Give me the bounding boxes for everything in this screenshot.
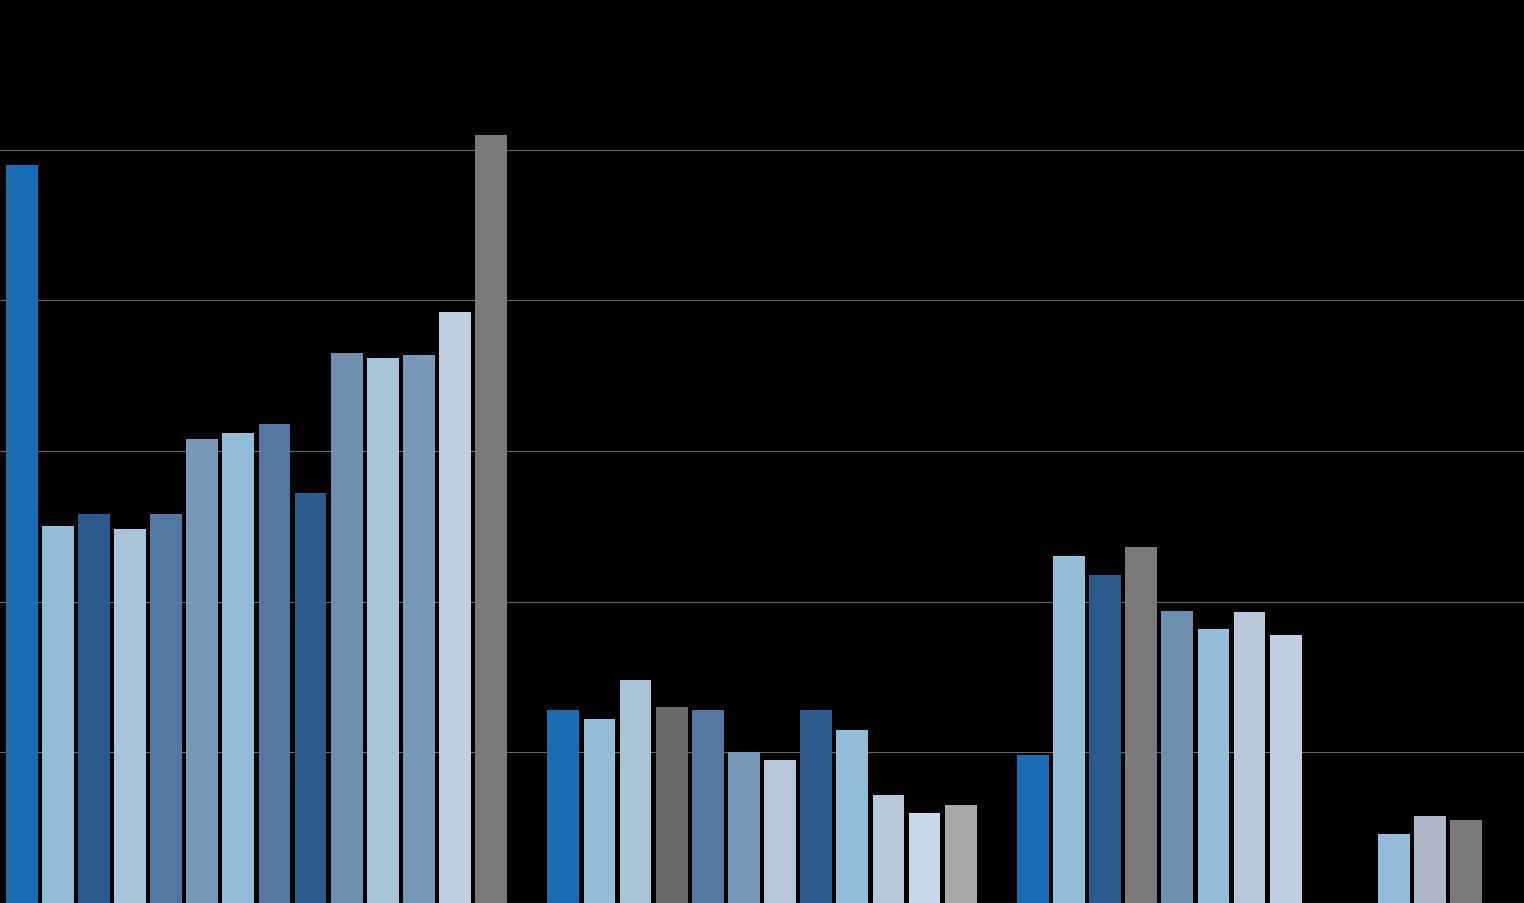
Bar — [908, 813, 940, 903]
Bar — [945, 805, 977, 903]
Bar — [1233, 612, 1265, 903]
Bar — [1053, 557, 1085, 903]
Bar — [6, 165, 38, 903]
Bar — [800, 711, 832, 903]
Bar — [547, 711, 579, 903]
Bar — [1451, 820, 1483, 903]
Bar — [1161, 611, 1193, 903]
Bar — [692, 711, 724, 903]
Bar — [837, 730, 869, 903]
Bar — [764, 760, 796, 903]
Bar — [223, 433, 255, 903]
Bar — [114, 530, 146, 903]
Bar — [294, 494, 326, 903]
Bar — [873, 795, 904, 903]
Bar — [1198, 629, 1230, 903]
Bar — [475, 135, 507, 903]
Bar — [728, 752, 760, 903]
Bar — [1378, 833, 1410, 903]
Bar — [151, 515, 181, 903]
Bar — [331, 354, 363, 903]
Bar — [1414, 815, 1446, 903]
Bar — [1269, 635, 1301, 903]
Bar — [78, 515, 110, 903]
Bar — [259, 424, 291, 903]
Bar — [439, 313, 471, 903]
Bar — [1125, 548, 1157, 903]
Bar — [655, 707, 687, 903]
Bar — [402, 355, 434, 903]
Bar — [41, 526, 73, 903]
Bar — [186, 440, 218, 903]
Bar — [367, 358, 399, 903]
Bar — [1090, 575, 1122, 903]
Bar — [1017, 756, 1049, 903]
Bar — [584, 720, 616, 903]
Bar — [620, 680, 651, 903]
